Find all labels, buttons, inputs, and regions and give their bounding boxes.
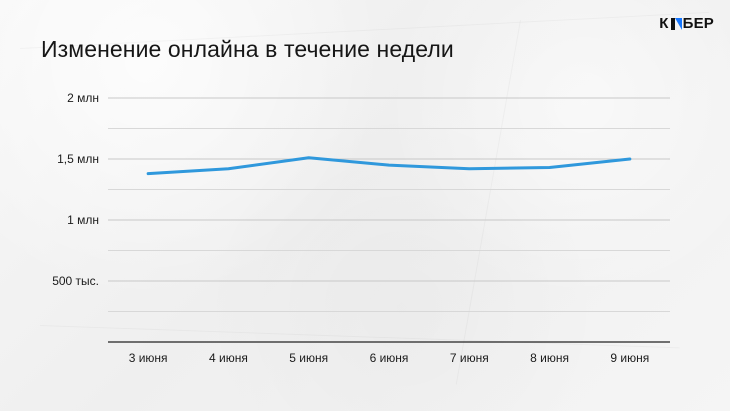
brand-mark-icon [670, 17, 682, 31]
x-tick-label: 3 июня [129, 351, 168, 365]
logo-text-prefix: К [659, 15, 669, 32]
x-tick-label: 7 июня [450, 351, 489, 365]
y-tick-label: 2 млн [67, 91, 99, 105]
x-tick-label: 4 июня [209, 351, 248, 365]
x-tick-label: 9 июня [610, 351, 649, 365]
series-line [146, 156, 632, 176]
y-tick-label: 1 млн [67, 213, 99, 227]
x-tick-label: 6 июня [370, 351, 409, 365]
grid-layer [108, 97, 670, 312]
x-tick-label: 8 июня [530, 351, 569, 365]
series-layer [146, 156, 632, 176]
logo-text-suffix: БЕР [682, 15, 714, 32]
brand-logo: К БЕР [659, 15, 714, 32]
x-tick-label: 5 июня [289, 351, 328, 365]
label-layer: 500 тыс. 1 млн 1,5 млн 2 млн 3 июня 4 июня 5 и… [52, 91, 649, 365]
y-tick-label: 1,5 млн [57, 152, 99, 166]
page-title: Изменение онлайна в течение недели [41, 36, 454, 62]
y-tick-label: 500 тыс. [52, 274, 99, 288]
